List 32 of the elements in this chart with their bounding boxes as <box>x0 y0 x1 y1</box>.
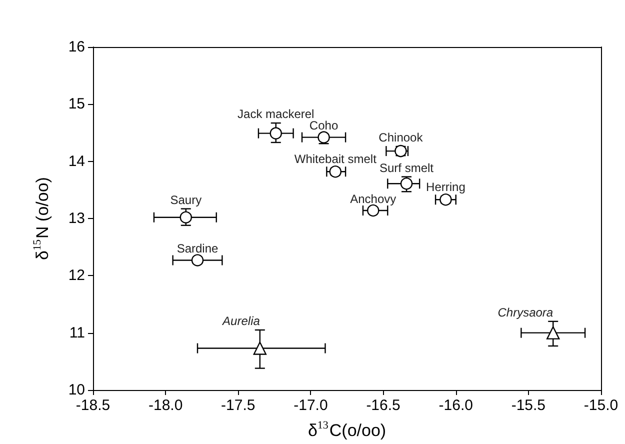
point <box>191 254 204 266</box>
annotation: Sardine <box>176 241 219 256</box>
x-tick-label: -16.5 <box>366 397 400 414</box>
x-tick-label: -18.5 <box>76 397 110 414</box>
annotation: Surf smelt <box>380 160 434 175</box>
x-tick-label: -17.0 <box>294 397 328 414</box>
x-tick-label: -18.0 <box>148 397 183 414</box>
annotation: Chrysaora <box>498 305 554 320</box>
y-tick-label: 13 <box>68 210 85 227</box>
x-tick-label: -17.5 <box>221 397 256 414</box>
y-tick-label: 10 <box>68 382 85 398</box>
y-tick-label: 15 <box>68 96 85 113</box>
point <box>253 342 267 355</box>
annotation: Herring <box>426 180 466 194</box>
y-tick-label: 11 <box>69 324 85 342</box>
point <box>400 178 413 190</box>
y-tick-label: 16 <box>68 38 85 56</box>
point <box>318 131 330 144</box>
x-tick-label: -15.0 <box>584 397 618 414</box>
annotation: Chinook <box>378 130 424 144</box>
annotation: Whitebait smelt <box>294 152 378 166</box>
x-tick-label: -15.5 <box>511 397 546 414</box>
point <box>270 127 282 140</box>
annotation: Aurelia <box>222 314 260 328</box>
point <box>546 326 560 340</box>
annotation: Anchovy <box>350 192 396 206</box>
annotation: Saury <box>170 192 202 207</box>
y-tick-label: 14 <box>68 152 85 170</box>
point <box>180 211 192 224</box>
x-tick-label: -16.0 <box>438 397 473 414</box>
y-axis-title: δ15N (o/oo) <box>32 177 52 260</box>
y-tick-label: 12 <box>68 267 85 284</box>
